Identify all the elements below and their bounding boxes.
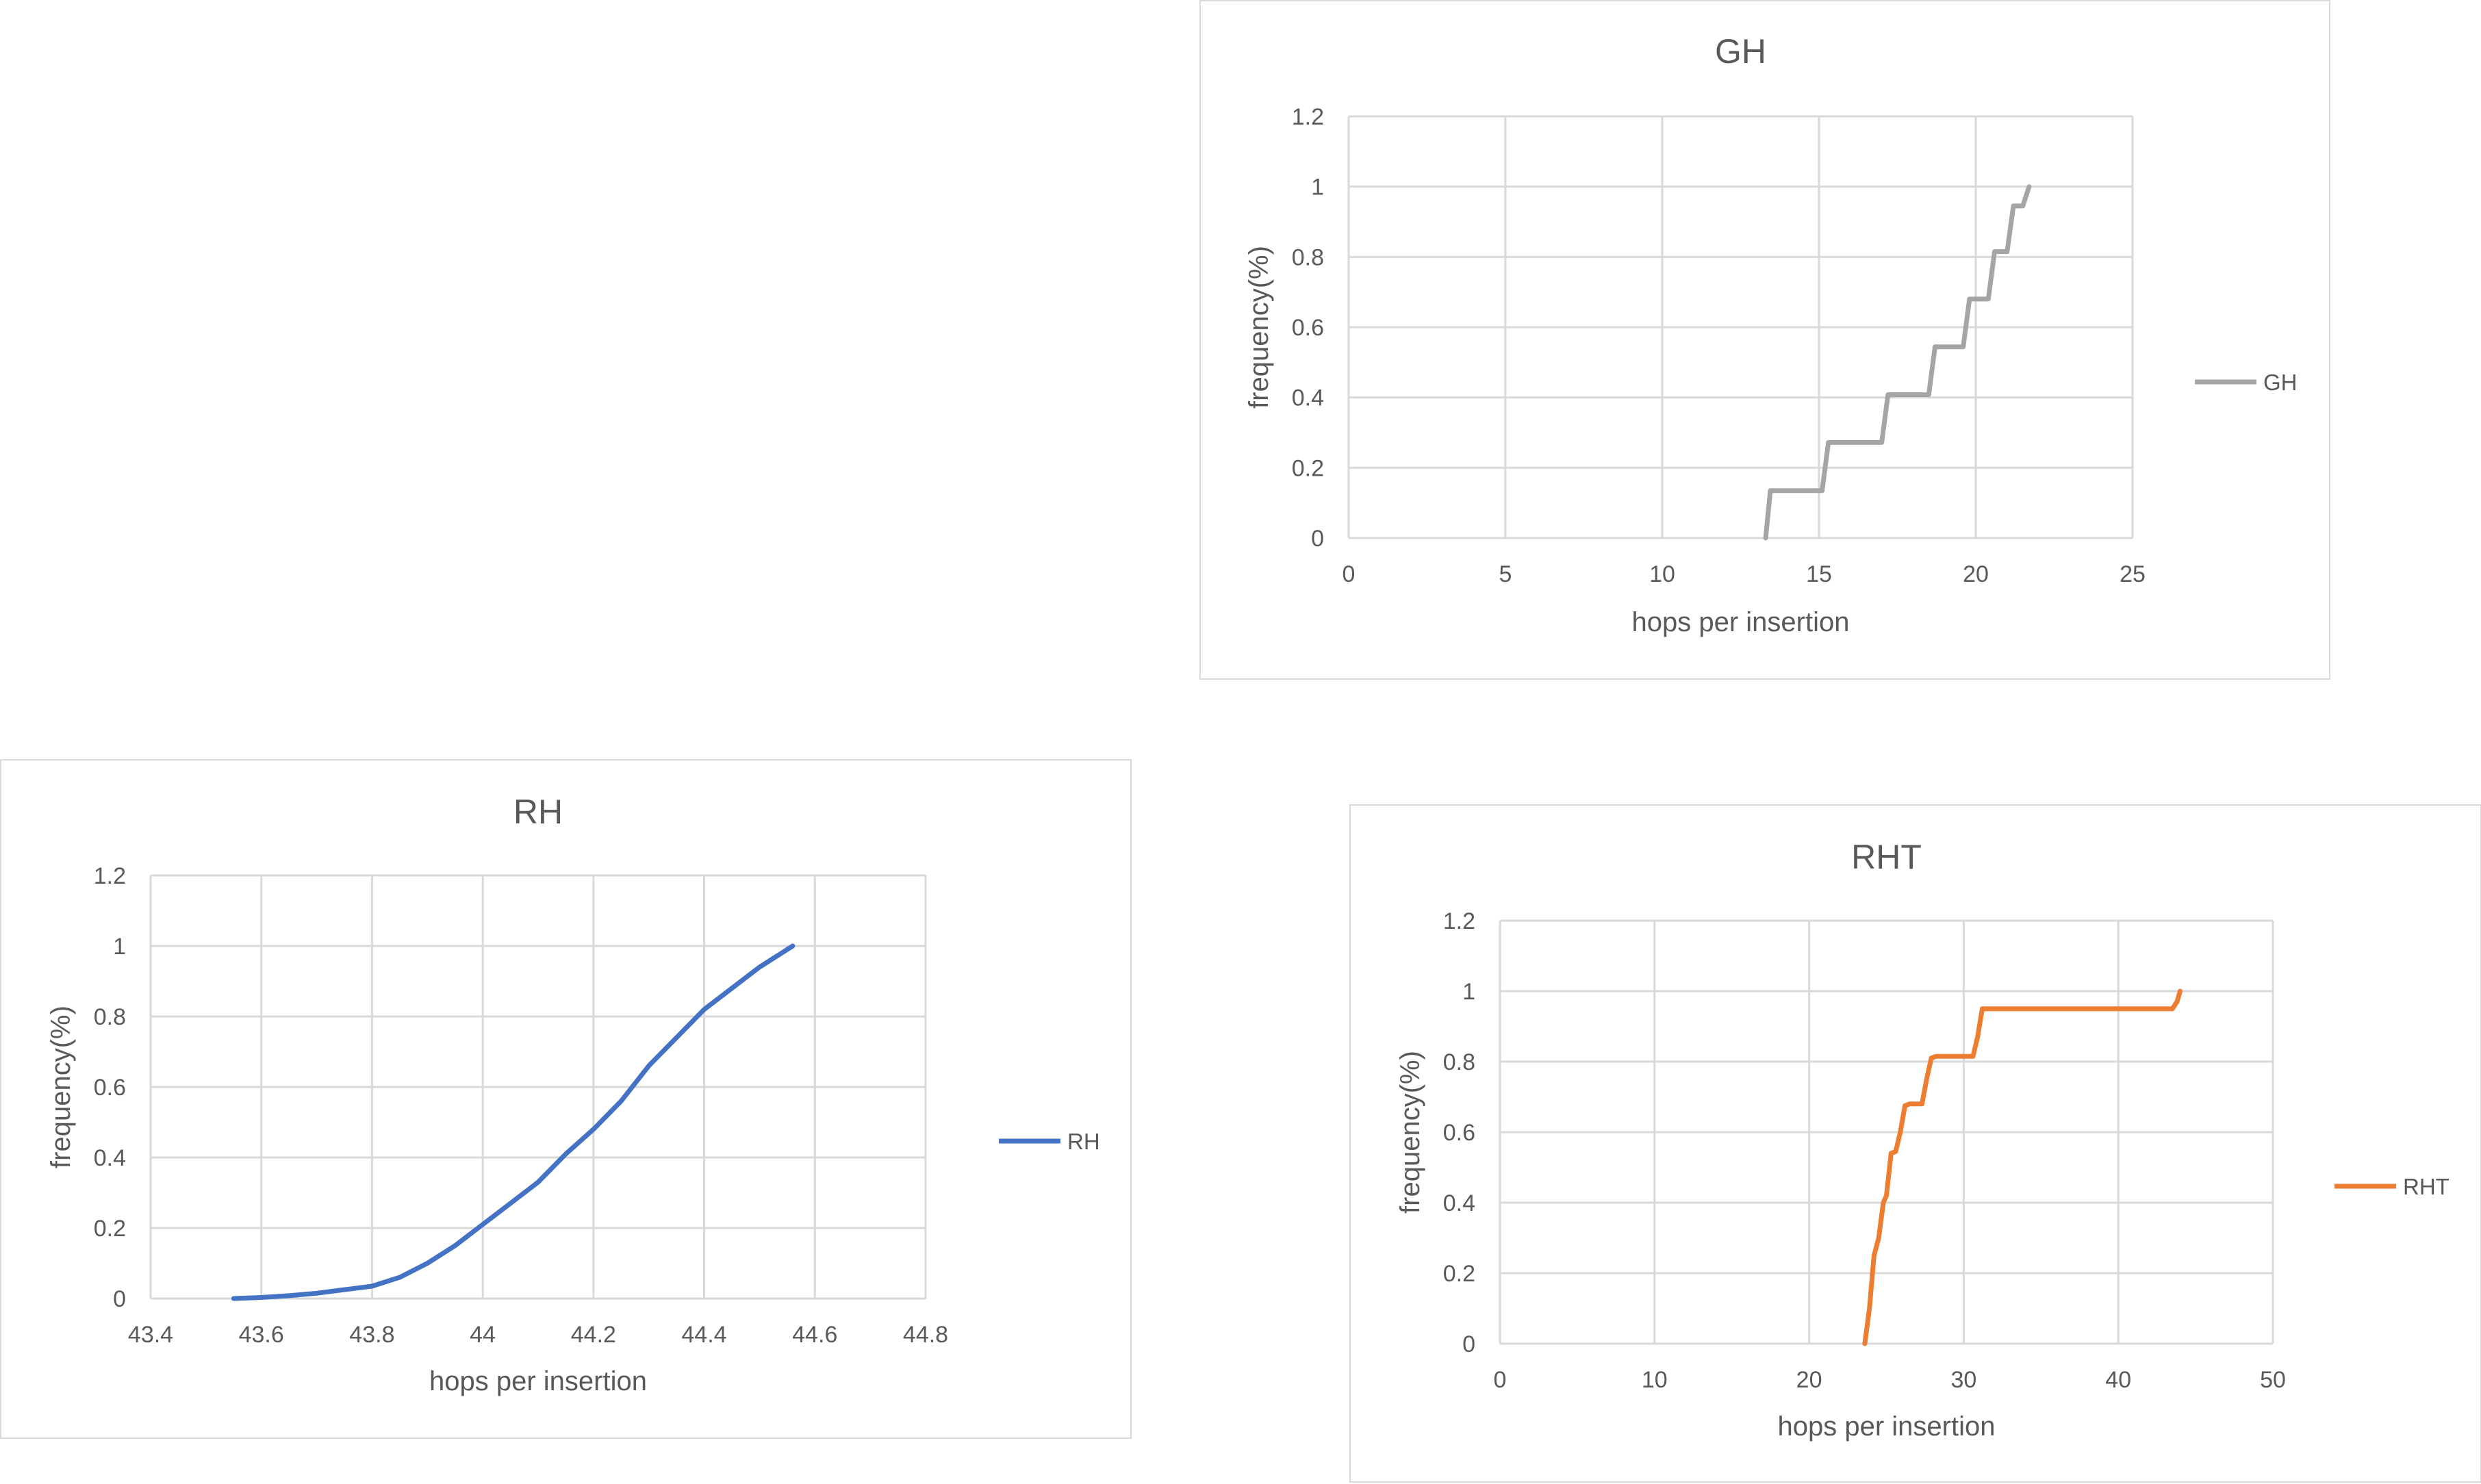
y-tick-label: 0 bbox=[113, 1286, 126, 1312]
legend-label: GH bbox=[2263, 370, 2298, 395]
series-line-rht bbox=[1862, 988, 2183, 1346]
legend-label: RHT bbox=[2403, 1174, 2450, 1199]
y-tick-label: 0 bbox=[1311, 526, 1324, 552]
x-tick-label: 43.6 bbox=[239, 1322, 284, 1348]
series-line-rh bbox=[231, 943, 796, 1301]
rh-chart: RH 0 0.2 0.4 0.6 0.8 1 1.2 43.4 43.6 43.8 44 44.2 44.… bbox=[46, 793, 1100, 1396]
y-tick-label: 1.2 bbox=[1292, 104, 1324, 130]
x-axis-label: hops per insertion bbox=[429, 1366, 647, 1396]
chart-title: RHT bbox=[1851, 838, 1922, 876]
chart-title: GH bbox=[1715, 32, 1766, 71]
x-tick-label: 44 bbox=[470, 1322, 496, 1348]
series-line-gh bbox=[1763, 184, 2032, 541]
x-tick-label: 0 bbox=[1343, 561, 1356, 587]
y-tick-label: 0.2 bbox=[94, 1216, 126, 1242]
x-tick-label: 0 bbox=[1494, 1367, 1507, 1393]
legend-label: RH bbox=[1067, 1129, 1100, 1154]
y-tick-label: 0.4 bbox=[1292, 385, 1324, 411]
y-tick-label: 0.4 bbox=[1443, 1190, 1475, 1216]
x-tick-label: 10 bbox=[1649, 561, 1675, 587]
rh-chart-panel: RH 0 0.2 0.4 0.6 0.8 1 1.2 43.4 43.6 43.8 44 44.2 44.… bbox=[0, 759, 1132, 1439]
y-tick-label: 1 bbox=[1311, 175, 1324, 201]
y-tick-label: 0.8 bbox=[1292, 244, 1324, 270]
y-tick-label: 0.8 bbox=[94, 1004, 126, 1030]
y-tick-label: 0.6 bbox=[94, 1075, 126, 1101]
y-tick-label: 0.8 bbox=[1443, 1049, 1475, 1075]
y-tick-label: 0.6 bbox=[1443, 1120, 1475, 1146]
chart-title: RH bbox=[513, 793, 563, 831]
gh-chart: GH 0 0.2 0.4 0.6 0.8 1 1.2 0 5 10 15 20 25 hops per in… bbox=[1244, 32, 2298, 637]
x-tick-label: 44.4 bbox=[681, 1322, 726, 1348]
y-axis-label: frequency(%) bbox=[1395, 1051, 1425, 1214]
gridlines bbox=[1347, 115, 2134, 539]
gridlines bbox=[1499, 919, 2274, 1345]
x-tick-label: 30 bbox=[1950, 1367, 1976, 1393]
y-tick-label: 0.2 bbox=[1443, 1261, 1475, 1287]
legend: RHT bbox=[2334, 1174, 2450, 1199]
y-tick-label: 1.2 bbox=[94, 863, 126, 889]
x-tick-label: 20 bbox=[1963, 561, 1989, 587]
x-tick-label: 44.2 bbox=[571, 1322, 616, 1348]
x-tick-label: 44.6 bbox=[792, 1322, 837, 1348]
x-tick-label: 44.8 bbox=[903, 1322, 948, 1348]
y-axis-label: frequency(%) bbox=[1244, 246, 1274, 409]
rht-chart: RHT 0 0.2 0.4 0.6 0.8 1 1.2 0 10 20 30 40 50 hops per … bbox=[1395, 838, 2450, 1442]
rht-chart-panel: RHT 0 0.2 0.4 0.6 0.8 1 1.2 0 10 20 30 40 50 hops per … bbox=[1349, 804, 2481, 1483]
x-tick-label: 10 bbox=[1642, 1367, 1668, 1393]
gh-chart-panel: GH 0 0.2 0.4 0.6 0.8 1 1.2 0 5 10 15 20 25 hops per in… bbox=[1199, 0, 2330, 680]
y-axis-label: frequency(%) bbox=[46, 1006, 76, 1168]
legend: RH bbox=[999, 1129, 1100, 1154]
x-tick-label: 5 bbox=[1499, 561, 1512, 587]
x-axis-label: hops per insertion bbox=[1778, 1411, 1996, 1442]
x-tick-label: 25 bbox=[2120, 561, 2146, 587]
y-tick-label: 0.4 bbox=[94, 1145, 126, 1171]
y-tick-label: 1 bbox=[1462, 979, 1475, 1005]
x-tick-label: 40 bbox=[2105, 1367, 2131, 1393]
y-tick-label: 1 bbox=[113, 934, 126, 960]
y-tick-label: 1.2 bbox=[1443, 908, 1475, 934]
x-tick-label: 43.4 bbox=[128, 1322, 173, 1348]
gridlines bbox=[149, 874, 927, 1300]
y-tick-label: 0.6 bbox=[1292, 315, 1324, 341]
x-tick-label: 43.8 bbox=[349, 1322, 394, 1348]
x-tick-label: 20 bbox=[1796, 1367, 1822, 1393]
legend: GH bbox=[2195, 370, 2298, 395]
y-tick-label: 0 bbox=[1462, 1331, 1475, 1357]
x-axis-label: hops per insertion bbox=[1632, 607, 1850, 637]
x-tick-label: 50 bbox=[2260, 1367, 2286, 1393]
x-tick-label: 15 bbox=[1806, 561, 1832, 587]
y-tick-label: 0.2 bbox=[1292, 455, 1324, 481]
